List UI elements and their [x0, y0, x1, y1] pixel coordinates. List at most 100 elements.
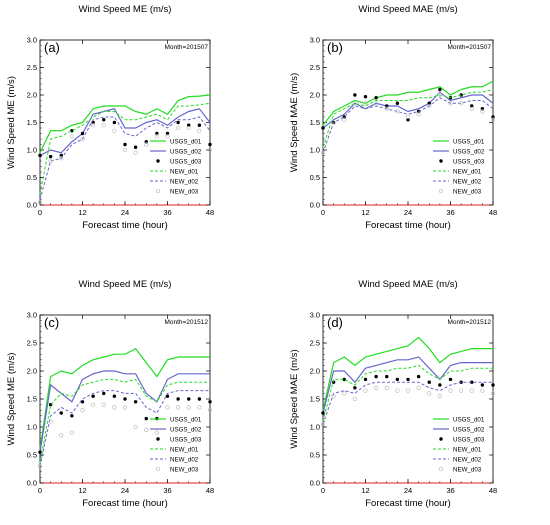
data-point-USGS_d03 [395, 101, 400, 105]
series-line-USGS_d01 [322, 336, 493, 411]
legend-label: USGS_d03 [453, 436, 485, 443]
y-axis-label: Wind Speed MAE (m/s) [289, 349, 300, 448]
x-tick-label: 12 [361, 208, 369, 217]
y-tick-label: 0.5 [310, 451, 320, 460]
y-axis-label: Wind Speed MAE (m/s) [289, 73, 300, 172]
x-tick-label: 24 [404, 208, 412, 217]
x-axis-label: Forecast time (hour) [365, 498, 451, 509]
x-axis-label: Forecast time (hour) [82, 498, 168, 509]
legend-marker [438, 466, 444, 472]
x-tick-label: 36 [163, 486, 171, 495]
data-point-NEW_d03 [437, 394, 443, 399]
x-axis-label: Forecast time (hour) [365, 220, 451, 231]
y-tick-label: 0.5 [310, 173, 320, 182]
x-tick-label: 0 [38, 486, 42, 495]
data-point-USGS_d03 [80, 131, 85, 136]
data-point-NEW_d03 [122, 147, 128, 153]
data-point-USGS_d03 [395, 377, 400, 382]
x-tick-label: 0 [321, 486, 325, 495]
chart-panel-2: Wind Speed MAE (m/s) (b) Month=201507 0.0 0.… [289, 4, 497, 231]
legend-label: NEW_d03 [453, 466, 482, 473]
series-line-USGS_d01 [39, 94, 211, 154]
data-point-NEW_d03 [186, 405, 191, 410]
legend-label: NEW_d02 [453, 178, 482, 185]
y-tick-label: 1.5 [310, 395, 320, 404]
data-point-NEW_d03 [352, 101, 358, 106]
y-tick-label: 1.0 [310, 146, 320, 155]
y-tick-label: 0.0 [310, 479, 320, 488]
series-line-NEW_d01 [39, 102, 211, 195]
panel-label: (b) [327, 40, 343, 55]
data-point-USGS_d03 [321, 411, 325, 415]
data-point-NEW_d03 [101, 402, 106, 407]
y-tick-label: 2.0 [27, 91, 37, 100]
data-point-NEW_d03 [405, 388, 411, 393]
data-point-NEW_d03 [384, 106, 389, 111]
panel-label: (d) [327, 315, 343, 330]
data-point-NEW_d03 [69, 134, 75, 139]
series-line-NEW_d02 [39, 390, 210, 467]
data-point-NEW_d03 [80, 408, 85, 413]
data-point-NEW_d03 [416, 112, 421, 117]
legend-marker [439, 159, 443, 163]
data-point-NEW_d03 [342, 117, 347, 122]
y-tick-label: 3.0 [310, 311, 320, 320]
data-point-NEW_d03 [331, 120, 336, 125]
data-point-NEW_d03 [90, 123, 96, 128]
y-tick-label: 2.0 [310, 91, 320, 100]
data-point-NEW_d03 [352, 396, 358, 402]
legend-label: NEW_d03 [453, 188, 482, 195]
series-line-NEW_d01 [322, 89, 494, 148]
legend-marker [438, 188, 444, 194]
data-point-NEW_d03 [448, 101, 453, 106]
data-point-NEW_d03 [37, 464, 43, 469]
x-tick-label: 12 [78, 486, 86, 495]
x-tick-label: 12 [361, 486, 369, 495]
series-line-USGS_d02 [322, 91, 494, 129]
data-point-USGS_d03 [438, 383, 442, 387]
data-point-USGS_d03 [416, 374, 421, 379]
data-point-NEW_d03 [384, 385, 389, 390]
data-point-USGS_d03 [59, 411, 63, 415]
data-point-USGS_d03 [363, 377, 368, 382]
y-tick-label: 2.5 [310, 63, 320, 72]
legend-label: USGS_d02 [170, 426, 202, 433]
series-line-USGS_d02 [322, 356, 493, 414]
data-point-USGS_d03 [321, 126, 325, 130]
data-point-NEW_d03 [331, 394, 336, 399]
y-tick-label: 1.5 [310, 118, 320, 127]
y-axis-label: Wind Speed ME (m/s) [6, 76, 17, 169]
data-point-NEW_d03 [373, 101, 379, 106]
data-point-NEW_d03 [165, 134, 170, 139]
data-point-NEW_d03 [480, 109, 485, 114]
data-point-NEW_d03 [320, 150, 326, 155]
legend-label: USGS_d01 [170, 138, 202, 145]
data-point-NEW_d03 [144, 427, 149, 432]
data-point-USGS_d03 [374, 96, 378, 100]
month-label: Month=201512 [447, 319, 491, 326]
data-point-NEW_d03 [133, 150, 138, 155]
y-tick-label: 0.5 [27, 451, 37, 460]
chart-title: Wind Speed ME (m/s) [79, 279, 172, 290]
x-tick-label: 36 [446, 486, 454, 495]
legend-label: NEW_d02 [453, 456, 482, 463]
chart-title: Wind Speed ME (m/s) [79, 4, 172, 15]
data-point-NEW_d03 [207, 408, 213, 413]
data-point-NEW_d03 [90, 402, 96, 407]
series-line-NEW_d02 [39, 116, 211, 200]
data-point-NEW_d03 [363, 101, 368, 106]
data-point-NEW_d03 [448, 388, 453, 393]
data-point-USGS_d03 [480, 383, 485, 387]
legend-label: NEW_d02 [170, 456, 199, 463]
y-tick-label: 2.5 [27, 339, 37, 348]
chart-title: Wind Speed MAE (m/s) [358, 4, 457, 15]
data-point-USGS_d03 [438, 87, 442, 92]
data-point-NEW_d03 [395, 109, 400, 114]
legend-label: USGS_d02 [170, 148, 202, 155]
data-point-NEW_d03 [80, 136, 85, 142]
data-point-USGS_d03 [112, 394, 117, 398]
data-point-USGS_d03 [385, 374, 389, 379]
data-point-NEW_d03 [197, 405, 202, 410]
x-tick-label: 48 [489, 208, 497, 217]
series-line-USGS_d01 [39, 347, 210, 450]
